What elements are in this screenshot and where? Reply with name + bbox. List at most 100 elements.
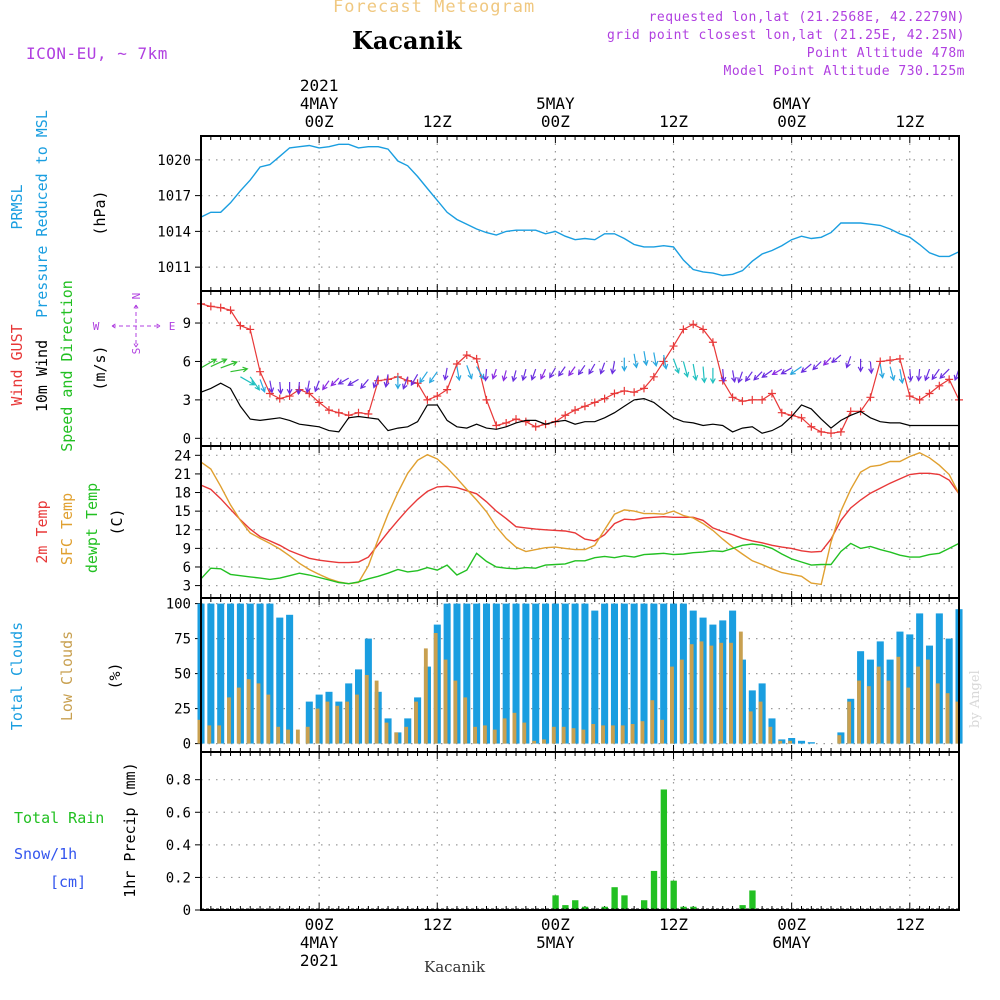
ytick-label: 12	[174, 523, 191, 539]
low-cloud-bar	[729, 642, 733, 744]
gust-marker	[610, 389, 619, 398]
wind-arrow	[731, 370, 737, 384]
wind-arrow	[737, 371, 743, 384]
gust-marker	[886, 356, 895, 365]
ylabel-snow: Snow/1h	[14, 845, 77, 863]
panel-5: 0 0.2 0.4 0.6 0.8	[166, 752, 960, 919]
wind-arrow	[286, 382, 293, 395]
wind-arrow	[610, 361, 616, 375]
low-cloud-bar	[433, 633, 438, 744]
ytick-label: 1020	[157, 153, 191, 169]
top-time-label: 12Z	[423, 112, 452, 131]
total-cloud-bar	[286, 614, 294, 744]
wind-arrow	[347, 378, 359, 386]
low-cloud-bar	[738, 631, 743, 744]
low-cloud-bar	[650, 700, 655, 744]
low-cloud-bar	[748, 711, 753, 744]
low-cloud-bar	[522, 722, 527, 744]
low-cloud-bar	[453, 680, 458, 744]
rain-bar	[650, 870, 658, 910]
low-cloud-bar	[502, 718, 507, 744]
low-cloud-bar	[699, 641, 704, 744]
low-cloud-bar	[276, 726, 281, 744]
wind-arrow	[491, 368, 498, 380]
low-cloud-bar	[571, 728, 576, 744]
ylabel-total-rain: Total Rain	[14, 809, 104, 827]
low-cloud-bar	[325, 701, 330, 744]
wind-arrow	[744, 371, 753, 383]
ylabel-low-clouds-group: Low Clouds	[58, 631, 76, 721]
total-cloud-bar	[482, 603, 491, 744]
ylabel-cm: [cm]	[50, 873, 86, 891]
gust-marker	[836, 427, 845, 436]
ytick-label: 0.8	[166, 773, 191, 789]
gust-marker	[827, 429, 836, 438]
wind-arrow	[530, 368, 537, 381]
low-cloud-bar	[660, 719, 665, 744]
ylabel-gust: Wind GUST	[8, 324, 26, 405]
gust-marker	[561, 411, 570, 420]
low-cloud-bar	[630, 724, 635, 744]
wind-arrow	[558, 366, 566, 377]
wind-arrow	[210, 358, 228, 368]
low-cloud-bar	[561, 726, 566, 744]
wind-arrow	[410, 373, 419, 387]
gust-marker	[482, 395, 491, 404]
wind-arrow	[780, 367, 792, 375]
total-cloud-bar	[236, 603, 244, 744]
low-cloud-bar	[768, 726, 773, 744]
rain-bar	[640, 900, 648, 910]
low-cloud-bar	[482, 725, 487, 744]
low-cloud-bar	[492, 729, 497, 744]
ylabel-sfc-temp-group: SFC Temp	[58, 493, 76, 565]
wind-arrow	[521, 368, 527, 382]
wind-arrow	[868, 361, 874, 375]
wind-arrow	[761, 369, 773, 378]
ylabel-10m-wind: 10m Wind	[33, 340, 51, 412]
gust-marker	[846, 407, 855, 416]
wind-arrow	[240, 376, 256, 386]
total-cloud-bar	[660, 603, 668, 744]
gust-marker	[738, 397, 747, 406]
total-cloud-bar	[591, 610, 599, 744]
bottom-time-label: 00Z	[305, 915, 334, 934]
low-cloud-bar	[591, 724, 596, 744]
gust-marker	[777, 408, 786, 417]
total-cloud-bar	[945, 638, 953, 744]
ylabel-gust-group: Wind GUST	[8, 324, 26, 405]
rain-bar	[562, 905, 569, 910]
wind-arrow	[879, 363, 885, 379]
rain-bar	[572, 900, 579, 910]
gust-marker	[571, 406, 580, 415]
gust-marker	[433, 392, 442, 401]
low-cloud-bar	[414, 701, 418, 744]
low-cloud-bar	[689, 644, 694, 744]
ylabel-pressure-group: Pressure Reduced to MSL	[33, 110, 51, 318]
top-time-label: 5MAY	[536, 94, 575, 113]
wind-arrow	[200, 358, 218, 369]
low-cloud-bar	[925, 659, 930, 744]
low-cloud-bar	[945, 693, 950, 744]
low-cloud-bar	[315, 708, 320, 744]
low-cloud-bar	[542, 739, 546, 744]
gust-marker	[512, 415, 521, 424]
requested-coords: requested lon,lat (21.2568E, 42.2279N)	[648, 10, 965, 25]
low-cloud-bar	[581, 729, 586, 744]
ylabel-hpa: (hPa)	[91, 190, 109, 235]
ytick-label: 0.6	[166, 805, 191, 821]
low-cloud-bar	[866, 686, 871, 744]
gust-marker	[246, 325, 255, 334]
wind-arrow	[259, 379, 266, 393]
gust-marker	[256, 367, 265, 376]
wind-arrow	[511, 370, 518, 383]
gust-marker	[895, 354, 904, 363]
total-cloud-bar	[453, 603, 461, 744]
rain-bar	[660, 789, 668, 910]
ytick-label: 9	[183, 541, 191, 557]
bottom-time-label: 5MAY	[536, 933, 575, 952]
location-title: Kacanik	[352, 26, 462, 55]
low-cloud-bar	[197, 719, 202, 744]
low-cloud-bar	[236, 687, 241, 744]
total-cloud-bar	[305, 701, 313, 744]
